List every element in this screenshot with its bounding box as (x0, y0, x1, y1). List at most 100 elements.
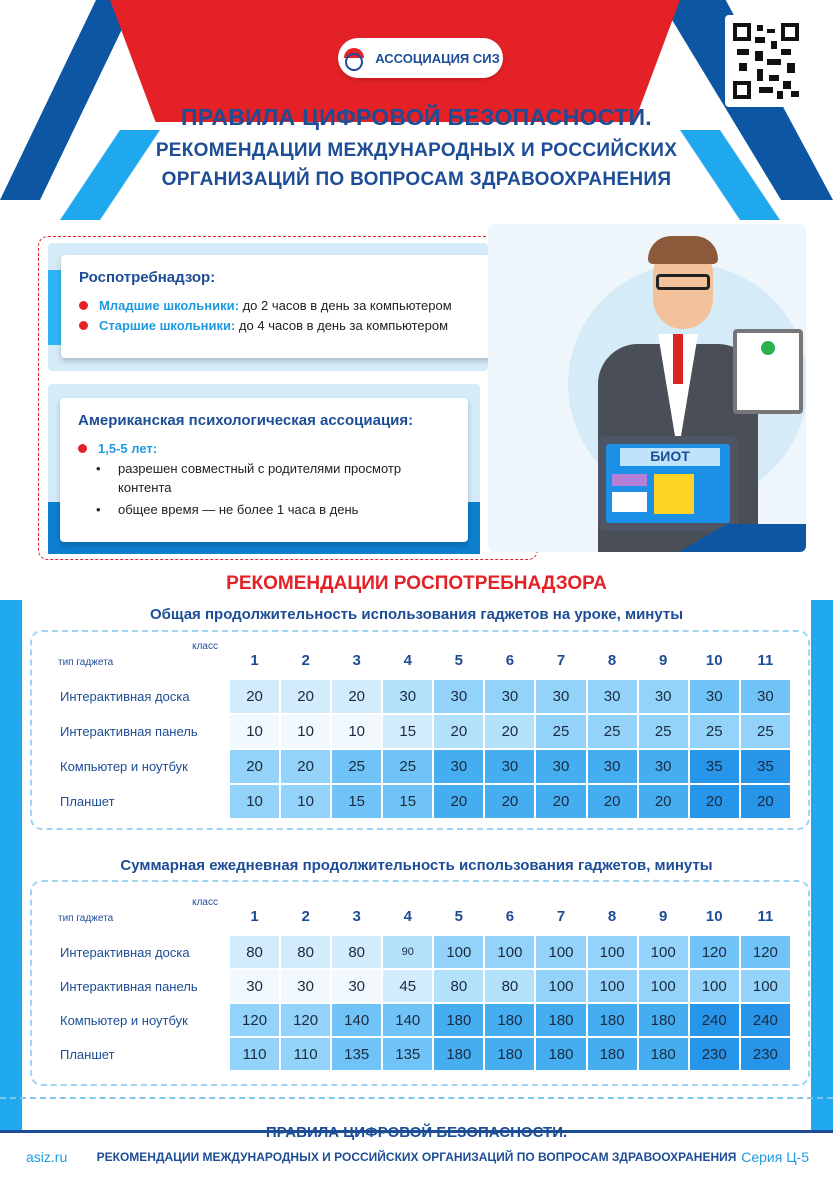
grade-header: 3 (332, 898, 382, 934)
table-cell: 180 (536, 1004, 586, 1036)
table-cell: 15 (383, 715, 433, 748)
bullet-icon (79, 301, 88, 310)
left-side-strip (0, 600, 22, 1130)
table-cell: 15 (383, 785, 433, 818)
table-cell: 100 (587, 936, 637, 968)
grade-header: 7 (536, 642, 586, 678)
grade-header: 5 (434, 642, 484, 678)
table-cell: 30 (536, 750, 586, 783)
table-cell: 25 (587, 715, 637, 748)
illustration: БИОТ (488, 224, 806, 552)
table-cell: 30 (638, 750, 688, 783)
table-cell: 20 (281, 680, 331, 713)
table-row: Планшет 110 110 135 135 180 180 180 180 180 230 230 (54, 1038, 790, 1070)
table-cell: 20 (587, 785, 637, 818)
table-cell: 80 (230, 936, 280, 968)
grade-header: 6 (485, 898, 535, 934)
table-cell: 140 (332, 1004, 382, 1036)
grade-header: 7 (536, 898, 586, 934)
table-cell: 230 (740, 1038, 790, 1070)
series-label: Серия Ц-5 (741, 1149, 809, 1165)
list-item: Младшие школьники: до 2 часов в день за … (79, 296, 497, 316)
table-cell: 180 (434, 1004, 484, 1036)
table-cell: 30 (434, 750, 484, 783)
table-cell: 35 (689, 750, 739, 783)
header-row: класс тип гаджета 1 2 3 4 5 6 7 8 9 10 11 (54, 640, 790, 678)
grade-header: 2 (281, 898, 331, 934)
sub-item: общее время — не более 1 часа в день (78, 500, 450, 519)
row-label: Интерактивная панель (54, 715, 228, 748)
table-cell: 100 (740, 970, 790, 1002)
table2: класс тип гаджета 1 2 3 4 5 6 7 8 9 10 11 Интерактивн… (52, 896, 792, 1072)
page-title: ПРАВИЛА ЦИФРОВОЙ БЕЗОПАСНОСТИ. (180, 104, 653, 130)
table-cell: 30 (383, 680, 433, 713)
grade-header: 5 (434, 898, 484, 934)
item-label: 1,5-5 лет: (98, 441, 158, 456)
row-label: Интерактивная доска (54, 680, 228, 713)
table-cell: 120 (281, 1004, 331, 1036)
table-cell: 100 (536, 970, 586, 1002)
table-cell: 120 (689, 936, 739, 968)
logo-text: АССОЦИАЦИЯ СИЗ (375, 50, 500, 66)
grade-header: 2 (281, 642, 331, 678)
grade-header: 8 (587, 642, 637, 678)
page-subtitle-line1: РЕКОМЕНДАЦИИ МЕЖДУНАРОДНЫХ И РОССИЙСКИХ (155, 140, 678, 161)
table-cell: 20 (740, 785, 790, 818)
grade-header: 9 (638, 642, 688, 678)
table-row: Интерактивная доска 80 80 80 90 100 100 100 100 1… (54, 936, 790, 968)
row-label: Компьютер и ноутбук (54, 750, 228, 783)
grade-header: 9 (638, 898, 688, 934)
table-cell: 20 (485, 785, 535, 818)
corner-cell: класс тип гаджета (54, 897, 228, 934)
table-cell: 80 (281, 936, 331, 968)
row-label: Компьютер и ноутбук (54, 1004, 228, 1036)
corner-col-label: класс (192, 640, 218, 652)
table1-title: Общая продолжительность использования га… (149, 606, 684, 623)
table-cell: 20 (638, 785, 688, 818)
row-label: Планшет (54, 785, 228, 818)
tablet-label: БИОТ (620, 448, 720, 466)
table2-title: Суммарная ежедневная продолжительность и… (120, 857, 713, 874)
table-cell: 20 (332, 680, 382, 713)
table-cell: 120 (740, 936, 790, 968)
grade-header: 4 (383, 898, 433, 934)
tie (673, 334, 683, 384)
table-cell: 20 (536, 785, 586, 818)
table-row: Интерактивная панель 30 30 30 45 80 80 100 100 10… (54, 970, 790, 1002)
table-cell: 30 (587, 680, 637, 713)
table-cell: 30 (689, 680, 739, 713)
table-cell: 110 (230, 1038, 280, 1070)
table-cell: 180 (638, 1038, 688, 1070)
table-row: Компьютер и ноутбук 20 20 25 25 30 30 30 30 30 35 3… (54, 750, 790, 783)
bullet-icon (78, 444, 87, 453)
sub-item: разрешен совместный с родителями просмот… (78, 459, 450, 497)
table1: класс тип гаджета 1 2 3 4 5 6 7 8 9 10 11 Интерактивн… (52, 640, 792, 820)
table-cell: 100 (689, 970, 739, 1002)
item-label: Старшие школьники: (99, 318, 236, 333)
table-cell: 35 (740, 750, 790, 783)
qr-code[interactable] (725, 15, 807, 107)
table-cell: 230 (689, 1038, 739, 1070)
table-cell: 20 (485, 715, 535, 748)
table-cell: 180 (587, 1004, 637, 1036)
grade-header: 11 (740, 898, 790, 934)
table-cell: 25 (332, 750, 382, 783)
table-cell: 30 (281, 970, 331, 1002)
table-cell: 30 (638, 680, 688, 713)
table-cell: 240 (740, 1004, 790, 1036)
grade-header: 3 (332, 642, 382, 678)
site-link[interactable]: asiz.ru (26, 1149, 68, 1165)
item-label: Младшие школьники: (99, 298, 239, 313)
card-title: Роспотребнадзор: (79, 269, 216, 286)
table-cell: 30 (485, 750, 535, 783)
table-cell: 100 (536, 936, 586, 968)
page-subtitle-line2: ОРГАНИЗАЦИЙ ПО ВОПРОСАМ ЗДРАВООХРАНЕНИЯ (161, 169, 672, 190)
table-cell: 30 (230, 970, 280, 1002)
table-cell: 180 (485, 1038, 535, 1070)
qr-code-icon (733, 23, 799, 99)
row-label: Интерактивная доска (54, 936, 228, 968)
table-cell: 90 (383, 936, 433, 968)
corner-row-label: тип гаджета (58, 656, 114, 668)
right-side-strip (811, 600, 833, 1130)
table-cell: 15 (332, 785, 382, 818)
